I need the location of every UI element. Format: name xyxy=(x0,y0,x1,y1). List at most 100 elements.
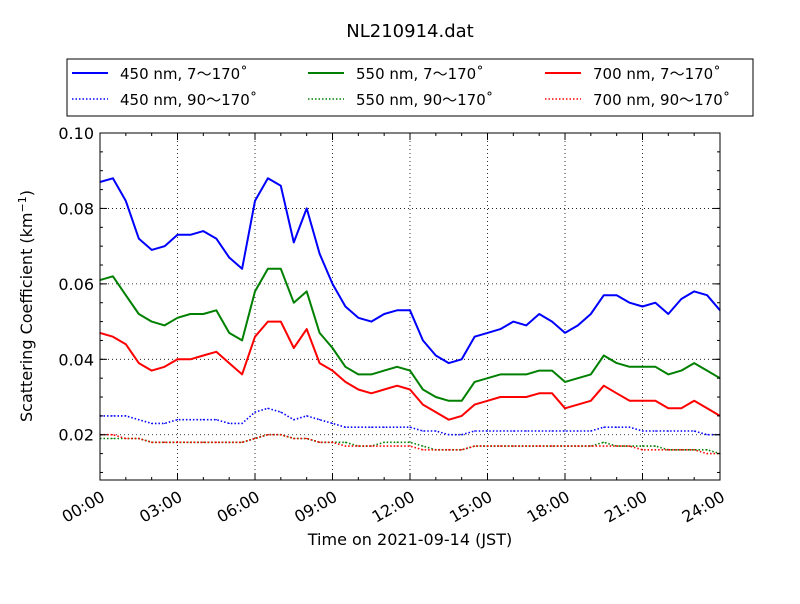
series-point-1 xyxy=(564,430,566,432)
series-point-2 xyxy=(461,400,463,402)
series-point-0 xyxy=(267,177,269,179)
series-point-2 xyxy=(215,309,217,311)
series-point-1 xyxy=(706,434,708,436)
series-point-1 xyxy=(461,434,463,436)
series-point-5 xyxy=(151,441,153,443)
series-point-0 xyxy=(693,290,695,293)
series-point-2 xyxy=(422,388,424,391)
series-point-1 xyxy=(293,419,295,421)
series-point-0 xyxy=(654,302,657,304)
series-point-2 xyxy=(486,377,489,379)
series-point-5 xyxy=(176,441,179,443)
series-point-4 xyxy=(603,385,605,387)
series-point-2 xyxy=(331,347,334,349)
series-point-0 xyxy=(641,305,644,308)
series-point-0 xyxy=(280,185,282,187)
series-point-5 xyxy=(551,445,553,447)
series-point-2 xyxy=(693,362,695,364)
series-point-3 xyxy=(112,437,114,440)
series-point-2 xyxy=(357,373,359,375)
series-point-0 xyxy=(357,317,359,319)
series-point-5 xyxy=(189,441,192,443)
series-point-0 xyxy=(564,332,566,334)
ticks xyxy=(99,132,721,480)
series-point-5 xyxy=(448,449,450,451)
series-point-5 xyxy=(318,441,321,443)
series-point-2 xyxy=(641,366,644,368)
series-point-2 xyxy=(680,370,682,372)
series-point-0 xyxy=(293,241,295,243)
series-point-5 xyxy=(215,441,217,443)
y-tick-label: 0.06 xyxy=(58,275,94,294)
series-point-4 xyxy=(254,336,256,338)
series-point-0 xyxy=(344,305,347,308)
series-point-2 xyxy=(228,332,230,334)
series-point-1 xyxy=(383,426,385,428)
series-point-3 xyxy=(409,441,411,443)
series-point-5 xyxy=(538,445,540,447)
series-point-4 xyxy=(125,343,127,345)
x-tick-label: 06:00 xyxy=(214,487,263,527)
series-point-0 xyxy=(383,313,385,315)
series-point-0 xyxy=(422,339,424,342)
series-point-0 xyxy=(616,294,618,296)
series-point-1 xyxy=(603,426,605,428)
y-axis-label: Scattering Coefficient (km−1) xyxy=(16,190,36,422)
series-point-0 xyxy=(370,320,372,323)
series-point-1 xyxy=(551,430,553,432)
series-point-1 xyxy=(396,426,398,428)
legend-box xyxy=(66,58,754,117)
series-point-1 xyxy=(422,430,424,432)
series-point-1 xyxy=(267,407,269,409)
series-point-1 xyxy=(112,415,114,417)
y-axis-label-tail: ) xyxy=(17,190,36,196)
series-point-0 xyxy=(603,294,605,296)
series-point-1 xyxy=(151,422,153,425)
series-point-5 xyxy=(163,441,166,443)
series-point-1 xyxy=(525,430,527,432)
series-point-1 xyxy=(499,430,502,432)
series-point-2 xyxy=(654,366,657,368)
series-point-4 xyxy=(228,362,230,364)
chart-title: NL210914.dat xyxy=(346,21,473,42)
series-point-1 xyxy=(125,415,127,417)
series-point-1 xyxy=(409,426,411,428)
series-point-4 xyxy=(564,407,566,409)
series-point-0 xyxy=(538,313,540,315)
series-point-0 xyxy=(577,324,579,326)
series-point-5 xyxy=(680,449,682,451)
series-point-2 xyxy=(577,377,579,379)
x-tick-label: 21:00 xyxy=(601,487,650,527)
series-point-5 xyxy=(461,449,463,451)
series-point-1 xyxy=(241,422,243,425)
series-point-2 xyxy=(138,313,140,315)
legend-label-4: 700 nm, 7～170˚ xyxy=(593,65,721,83)
series-point-0 xyxy=(331,283,334,285)
series-point-4 xyxy=(344,381,347,383)
series-point-1 xyxy=(357,426,359,428)
series-point-1 xyxy=(628,426,631,428)
series-point-4 xyxy=(499,396,502,398)
y-tick-label: 0.08 xyxy=(58,199,94,218)
series-point-0 xyxy=(396,309,398,311)
series-point-4 xyxy=(628,400,631,402)
series-point-0 xyxy=(306,207,308,210)
series-point-5 xyxy=(202,441,204,443)
series-point-0 xyxy=(241,268,243,270)
series-point-5 xyxy=(357,445,359,447)
series-point-0 xyxy=(435,354,437,357)
series-point-2 xyxy=(254,290,256,293)
series-point-4 xyxy=(189,358,192,360)
series-line-0 xyxy=(99,177,721,365)
series-point-0 xyxy=(189,234,192,236)
series-point-4 xyxy=(461,415,463,417)
x-tick-label: 24:00 xyxy=(679,487,728,527)
series-point-0 xyxy=(138,238,140,240)
series-point-5 xyxy=(344,445,347,447)
x-tick-label: 12:00 xyxy=(369,487,418,527)
series-point-5 xyxy=(590,445,592,447)
series-point-0 xyxy=(448,362,450,364)
series-point-3 xyxy=(603,441,605,443)
series-point-5 xyxy=(112,434,114,436)
